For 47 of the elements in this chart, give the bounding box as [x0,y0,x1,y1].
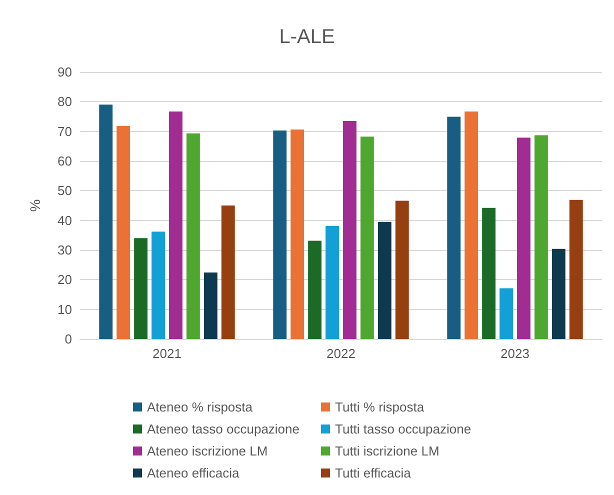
y-axis-title: % [27,199,43,212]
bar [517,138,530,339]
bar [308,240,322,339]
legend-label: Ateneo tasso occupazione [147,422,300,436]
bar [464,111,478,339]
legend-label: Ateneo iscrizione LM [147,444,268,458]
bar [395,200,409,339]
bar [116,126,130,339]
bar [134,238,148,339]
bar [447,116,461,339]
bar [169,111,182,339]
y-tick-label: 90 [58,64,72,80]
y-tick-label: 50 [58,183,72,198]
y-tick-label: 60 [58,154,72,168]
y-tick-label: 30 [58,242,72,258]
bar [500,288,513,339]
bar [552,248,566,339]
bar [326,226,339,339]
x-tick-label: 2022 [326,346,356,361]
x-tick-label: 2021 [152,346,182,361]
y-tick-label: 20 [58,272,72,288]
bar [99,104,113,339]
legend-label: Ateneo % risposta [147,400,254,414]
bar [343,120,356,339]
y-tick-label: 80 [58,94,72,110]
bar [186,133,200,339]
legend-label: Tutti % risposta [335,400,425,414]
bar [378,222,392,339]
bar [360,136,374,339]
legend-label: Tutti tasso occupazione [335,422,472,436]
bar [482,208,496,339]
x-tick-label: 2023 [500,346,530,361]
bar [534,135,548,339]
chart-title: L-ALE [279,26,335,48]
bar [204,272,218,339]
bar [290,130,304,339]
bar [569,200,583,339]
legend-label: Tutti efficacia [335,466,412,480]
y-tick-label: 40 [58,212,72,228]
legend-label: Ateneo efficacia [147,466,240,480]
y-tick-label: 70 [58,124,72,139]
y-tick-label: 10 [58,302,72,317]
legend-label: Tutti iscrizione LM [335,444,440,458]
bar [152,232,165,339]
bar [221,206,235,339]
bar [273,130,287,339]
y-tick-label: 0 [64,332,72,346]
